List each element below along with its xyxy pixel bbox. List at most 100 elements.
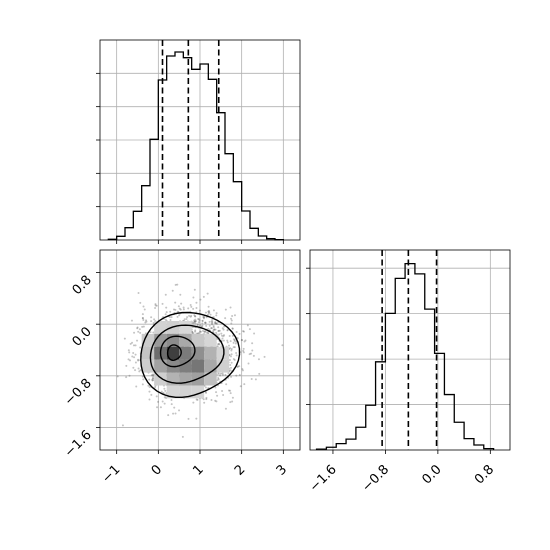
density-point [215,400,218,403]
density-point [163,402,166,405]
density-point [177,305,180,308]
density-point [193,320,196,323]
density-point [145,320,148,323]
density-point [161,302,164,305]
density-x-tick-label: 0 [149,462,165,478]
density-point [232,346,235,349]
density-point [214,322,217,325]
density-point [232,341,235,344]
density-point [238,332,241,335]
density-point [195,301,198,304]
density-point [150,374,153,377]
density-point [181,435,184,438]
density-point [232,338,235,341]
density-point [195,417,198,420]
density-contour-peak [166,344,182,361]
density-point [207,305,210,308]
density-point [174,283,177,286]
density-point [183,318,186,321]
density-point [176,315,179,318]
density-point [165,311,168,314]
density-point [152,375,155,378]
density-point [141,383,144,386]
density-pixel [204,372,217,386]
density-point [205,398,208,401]
density-point [243,383,246,386]
density-point [203,315,206,318]
density-point [226,329,229,332]
density-point [248,328,251,331]
density-point [230,349,233,352]
density-point [194,320,197,323]
density-point [205,331,208,334]
density-point [202,316,205,319]
right-histogram-steps [315,262,495,450]
density-point [224,373,227,376]
density-point [229,401,232,404]
density-point [134,353,137,356]
density-point [157,400,160,403]
density-point [254,378,257,381]
density-point [204,321,207,324]
density-point [210,327,213,330]
density-ticks [96,272,284,454]
density-point [195,398,198,401]
density-pixel [191,346,205,360]
density-point [130,319,133,322]
density-point [247,362,250,365]
density-point [235,374,238,377]
density-point [142,318,145,321]
density-point [222,335,225,338]
density-point [172,412,175,415]
density-point [192,322,195,325]
density-point [182,306,185,309]
density-point [136,339,139,342]
density-point [148,398,151,401]
density-point [151,379,154,382]
density-point [201,319,204,322]
density-point [194,315,197,318]
density-point [189,315,192,318]
density-point [201,324,204,327]
density-point [214,386,217,389]
density-point [220,345,223,348]
density-point [154,307,157,310]
density-point [182,308,185,311]
density-point [233,358,236,361]
density-point [142,305,145,308]
density-point [164,389,167,392]
right-x-tick-label: 0.0 [419,462,444,487]
density-point [189,303,192,306]
density-point [178,409,181,412]
density-point [154,304,157,307]
density-point [154,303,157,306]
density-point [214,320,217,323]
density-point [199,330,202,333]
right-x-tick-label: −1.6 [307,462,340,495]
density-x-tick-label: 1 [190,462,206,478]
density-point [229,392,232,395]
density-pixel [166,385,180,399]
density-point [137,358,140,361]
density-point [202,398,205,401]
density-point [201,322,204,325]
density-point [164,313,167,316]
density-point [200,325,203,328]
density-point [129,342,132,345]
density-point [215,314,218,317]
density-point [139,346,142,349]
density-point [136,327,139,330]
density-point [224,407,227,410]
density-point [229,369,232,372]
density-point [135,385,138,388]
density-point [155,395,158,398]
density-point [141,325,144,328]
density-point [239,385,242,388]
density-point [139,301,142,304]
density-point [252,354,255,357]
density-panel: −1 0 1 2 3 0.8 0.0 −0.8 −1.6 [62,249,301,486]
density-point [191,331,194,334]
density-point [125,376,128,379]
density-point [178,307,181,310]
density-point [231,327,234,330]
